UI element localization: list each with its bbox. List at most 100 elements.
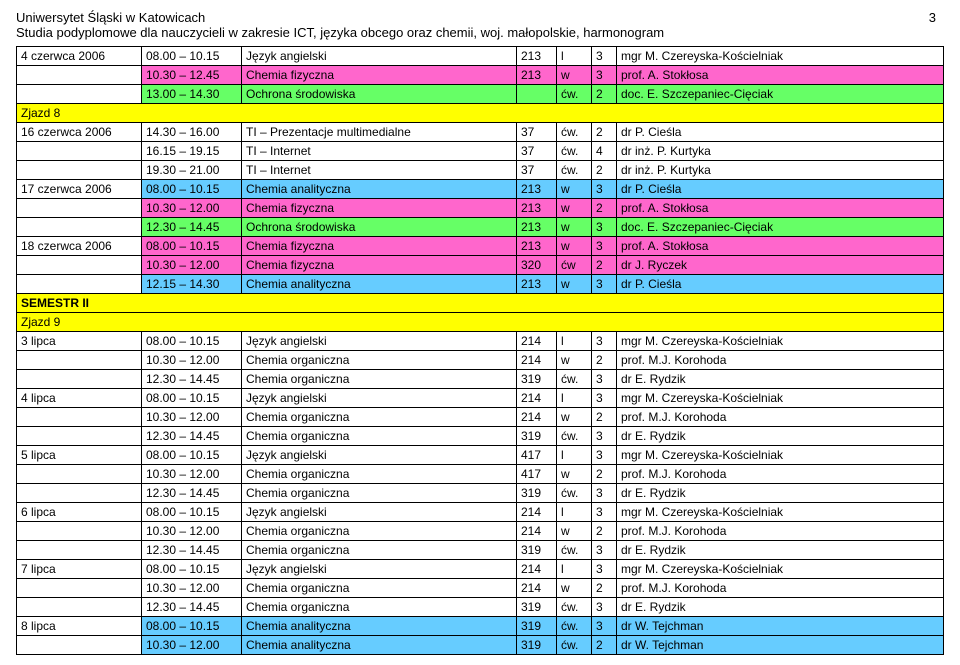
- cell-time: 12.30 – 14.45: [142, 484, 242, 503]
- cell-instructor: doc. E. Szczepaniec-Cięciak: [617, 218, 944, 237]
- cell-room: 213: [517, 199, 557, 218]
- cell-date: [17, 351, 142, 370]
- cell-time: 08.00 – 10.15: [142, 389, 242, 408]
- table-row: 12.30 – 14.45Chemia organiczna319ćw.3dr …: [17, 484, 944, 503]
- cell-room: 214: [517, 579, 557, 598]
- cell-instructor: doc. E. Szczepaniec-Cięciak: [617, 85, 944, 104]
- cell-subject: Język angielski: [242, 47, 517, 66]
- cell-time: 10.30 – 12.45: [142, 66, 242, 85]
- cell-hours: 3: [592, 66, 617, 85]
- cell-instructor: dr E. Rydzik: [617, 484, 944, 503]
- cell-type: ćw.: [557, 598, 592, 617]
- cell-subject: Chemia organiczna: [242, 408, 517, 427]
- cell-hours: 3: [592, 617, 617, 636]
- cell-date: 16 czerwca 2006: [17, 123, 142, 142]
- cell-room: 320: [517, 256, 557, 275]
- cell-date: [17, 275, 142, 294]
- cell-date: 4 czerwca 2006: [17, 47, 142, 66]
- cell-subject: Chemia organiczna: [242, 465, 517, 484]
- table-row: Zjazd 8: [17, 104, 944, 123]
- cell-type: l: [557, 47, 592, 66]
- table-row: 17 czerwca 200608.00 – 10.15Chemia anali…: [17, 180, 944, 199]
- cell-subject: Ochrona środowiska: [242, 218, 517, 237]
- cell-date: [17, 85, 142, 104]
- cell-instructor: dr E. Rydzik: [617, 541, 944, 560]
- cell-hours: 3: [592, 275, 617, 294]
- cell-type: ćw: [557, 256, 592, 275]
- cell-time: 08.00 – 10.15: [142, 446, 242, 465]
- cell-hours: 2: [592, 465, 617, 484]
- cell-instructor: dr E. Rydzik: [617, 598, 944, 617]
- cell-instructor: dr E. Rydzik: [617, 370, 944, 389]
- cell-instructor: prof. M.J. Korohoda: [617, 579, 944, 598]
- cell-time: 08.00 – 10.15: [142, 237, 242, 256]
- cell-hours: 3: [592, 332, 617, 351]
- cell-hours: 3: [592, 541, 617, 560]
- cell-date: [17, 484, 142, 503]
- cell-time: 08.00 – 10.15: [142, 617, 242, 636]
- cell-instructor: dr J. Ryczek: [617, 256, 944, 275]
- cell-subject: TI – Internet: [242, 142, 517, 161]
- cell-hours: 3: [592, 484, 617, 503]
- section-label: SEMESTR II: [17, 294, 944, 313]
- cell-time: 16.15 – 19.15: [142, 142, 242, 161]
- cell-room: 214: [517, 560, 557, 579]
- cell-type: w: [557, 408, 592, 427]
- cell-room: 213: [517, 218, 557, 237]
- cell-instructor: dr P. Cieśla: [617, 275, 944, 294]
- cell-subject: Chemia analityczna: [242, 275, 517, 294]
- cell-type: w: [557, 66, 592, 85]
- cell-room: 319: [517, 370, 557, 389]
- cell-type: ćw.: [557, 541, 592, 560]
- cell-time: 10.30 – 12.00: [142, 199, 242, 218]
- cell-hours: 4: [592, 142, 617, 161]
- cell-instructor: dr P. Cieśla: [617, 123, 944, 142]
- cell-date: 17 czerwca 2006: [17, 180, 142, 199]
- cell-subject: Chemia analityczna: [242, 617, 517, 636]
- cell-hours: 3: [592, 389, 617, 408]
- cell-room: 213: [517, 275, 557, 294]
- cell-type: ćw.: [557, 427, 592, 446]
- table-row: 4 lipca08.00 – 10.15Język angielski214l3…: [17, 389, 944, 408]
- cell-time: 12.30 – 14.45: [142, 427, 242, 446]
- cell-type: l: [557, 332, 592, 351]
- cell-time: 12.15 – 14.30: [142, 275, 242, 294]
- cell-subject: Chemia organiczna: [242, 541, 517, 560]
- table-row: 10.30 – 12.00Chemia fizyczna213w2prof. A…: [17, 199, 944, 218]
- university-name: Uniwersytet Śląski w Katowicach: [16, 10, 944, 25]
- cell-date: [17, 579, 142, 598]
- cell-time: 12.30 – 14.45: [142, 598, 242, 617]
- table-row: 10.30 – 12.00Chemia fizyczna320ćw2dr J. …: [17, 256, 944, 275]
- cell-hours: 2: [592, 256, 617, 275]
- cell-hours: 2: [592, 522, 617, 541]
- cell-type: l: [557, 446, 592, 465]
- table-row: 16.15 – 19.15TI – Internet37ćw.4dr inż. …: [17, 142, 944, 161]
- cell-instructor: dr E. Rydzik: [617, 427, 944, 446]
- cell-instructor: mgr M. Czereyska-Kościelniak: [617, 560, 944, 579]
- cell-room: 214: [517, 503, 557, 522]
- cell-type: l: [557, 389, 592, 408]
- cell-date: [17, 408, 142, 427]
- cell-hours: 2: [592, 579, 617, 598]
- cell-time: 10.30 – 12.00: [142, 256, 242, 275]
- cell-date: 7 lipca: [17, 560, 142, 579]
- table-row: 19.30 – 21.00TI – Internet37ćw.2dr inż. …: [17, 161, 944, 180]
- cell-subject: Język angielski: [242, 503, 517, 522]
- cell-date: [17, 66, 142, 85]
- cell-time: 10.30 – 12.00: [142, 636, 242, 655]
- cell-instructor: prof. M.J. Korohoda: [617, 351, 944, 370]
- cell-time: 19.30 – 21.00: [142, 161, 242, 180]
- cell-hours: 3: [592, 427, 617, 446]
- cell-hours: 2: [592, 199, 617, 218]
- cell-room: 319: [517, 636, 557, 655]
- table-row: 10.30 – 12.00Chemia organiczna214w2prof.…: [17, 351, 944, 370]
- cell-date: 5 lipca: [17, 446, 142, 465]
- cell-subject: Chemia fizyczna: [242, 66, 517, 85]
- table-row: 10.30 – 12.00Chemia organiczna214w2prof.…: [17, 522, 944, 541]
- cell-type: w: [557, 351, 592, 370]
- cell-time: 13.00 – 14.30: [142, 85, 242, 104]
- cell-room: 213: [517, 66, 557, 85]
- cell-subject: Ochrona środowiska: [242, 85, 517, 104]
- cell-room: 319: [517, 484, 557, 503]
- cell-room: 214: [517, 522, 557, 541]
